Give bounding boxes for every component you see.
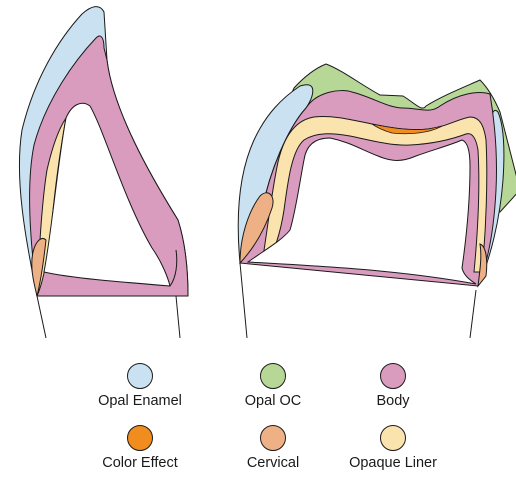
legend-label: Color Effect	[102, 455, 178, 471]
legend-label: Body	[376, 393, 410, 409]
anterior-root-line-left	[36, 295, 47, 339]
body-swatch-icon	[380, 363, 406, 389]
posterior-cervical-left	[239, 192, 274, 265]
anterior-root-line-right	[175, 295, 181, 339]
anterior-pulp-line	[169, 249, 178, 287]
opal-enamel-swatch-icon	[127, 363, 153, 389]
legend-label: Cervical	[246, 455, 300, 471]
legend-item-opal-oc: Opal OC	[208, 363, 338, 409]
anterior-dentin-core	[43, 102, 171, 287]
cervical-swatch-icon	[260, 425, 286, 451]
posterior-root-line-left	[239, 262, 248, 339]
anterior-cervical-layer	[31, 238, 47, 297]
legend-item-cervical: Cervical	[208, 425, 338, 471]
legend-label: Opal OC	[244, 393, 302, 409]
legend-label: Opal Enamel	[98, 393, 182, 409]
anterior-tooth	[18, 6, 189, 339]
posterior-tooth	[237, 63, 516, 339]
legend-item-opal-enamel: Opal Enamel	[75, 363, 205, 409]
opal-oc-swatch-icon	[260, 363, 286, 389]
posterior-root-line-right	[469, 289, 477, 339]
tooth-cross-section-diagram	[18, 6, 516, 339]
posterior-cervical-right	[477, 243, 488, 288]
legend-item-color-effect: Color Effect	[75, 425, 205, 471]
posterior-color-effect-layer	[371, 123, 443, 135]
legend-label: Opaque Liner	[349, 455, 437, 471]
legend-item-body: Body	[328, 363, 458, 409]
color-effect-swatch-icon	[127, 425, 153, 451]
posterior-dentin-core	[246, 137, 477, 285]
legend-item-opaque-liner: Opaque Liner	[328, 425, 458, 471]
opaque-liner-swatch-icon	[380, 425, 406, 451]
